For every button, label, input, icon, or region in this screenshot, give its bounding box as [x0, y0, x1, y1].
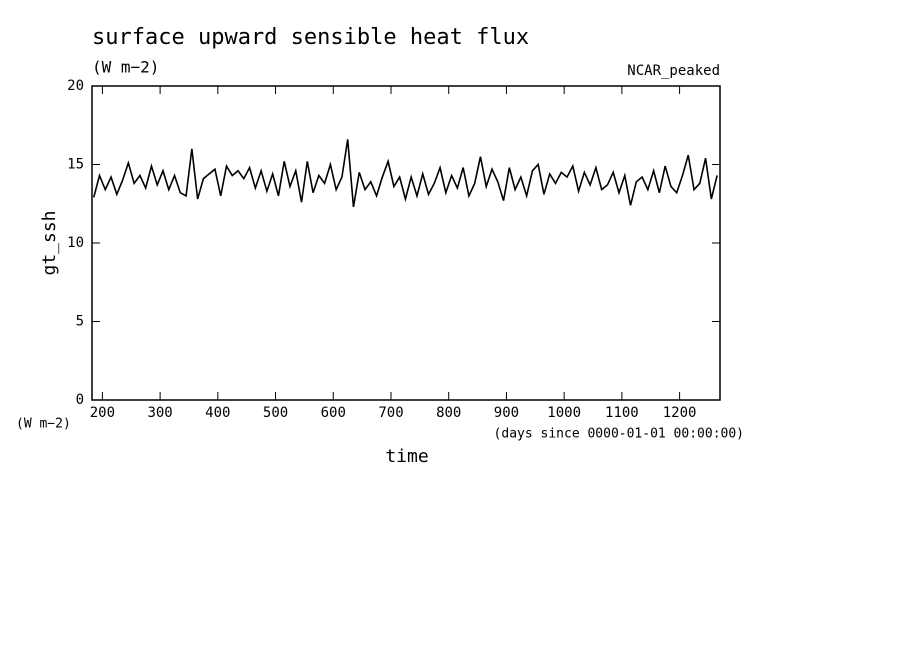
x-tick-label: 900: [494, 405, 519, 421]
y-axis-unit: (W m−2): [16, 417, 71, 432]
plot-frame: [91, 85, 721, 401]
x-axis-unit: (days since 0000-01-01 00:00:00): [494, 427, 744, 442]
chart-subtitle: (W m−2): [92, 58, 159, 77]
chart-title: surface upward sensible heat flux: [92, 25, 529, 50]
y-tick-label: 15: [67, 157, 84, 173]
x-tick-label: 700: [378, 405, 403, 421]
data-line: [92, 139, 718, 208]
y-tick-label: 5: [76, 314, 84, 330]
x-tick-label: 500: [263, 405, 288, 421]
x-tick-label: 600: [321, 405, 346, 421]
y-tick-label: 0: [76, 392, 84, 408]
x-tick-label: 300: [147, 405, 172, 421]
annotation: NCAR_peaked: [627, 63, 720, 79]
x-tick-label: 1000: [547, 405, 581, 421]
y-tick-label: 20: [67, 78, 84, 94]
x-tick-label: 200: [90, 405, 115, 421]
x-tick-label: 800: [436, 405, 461, 421]
y-tick-label: 10: [67, 235, 84, 251]
x-axis-label: time: [385, 446, 428, 467]
y-axis-label: gt_ssh: [39, 210, 60, 275]
x-tick-label: 1200: [663, 405, 697, 421]
x-tick-label: 1100: [605, 405, 639, 421]
x-tick-label: 400: [205, 405, 230, 421]
